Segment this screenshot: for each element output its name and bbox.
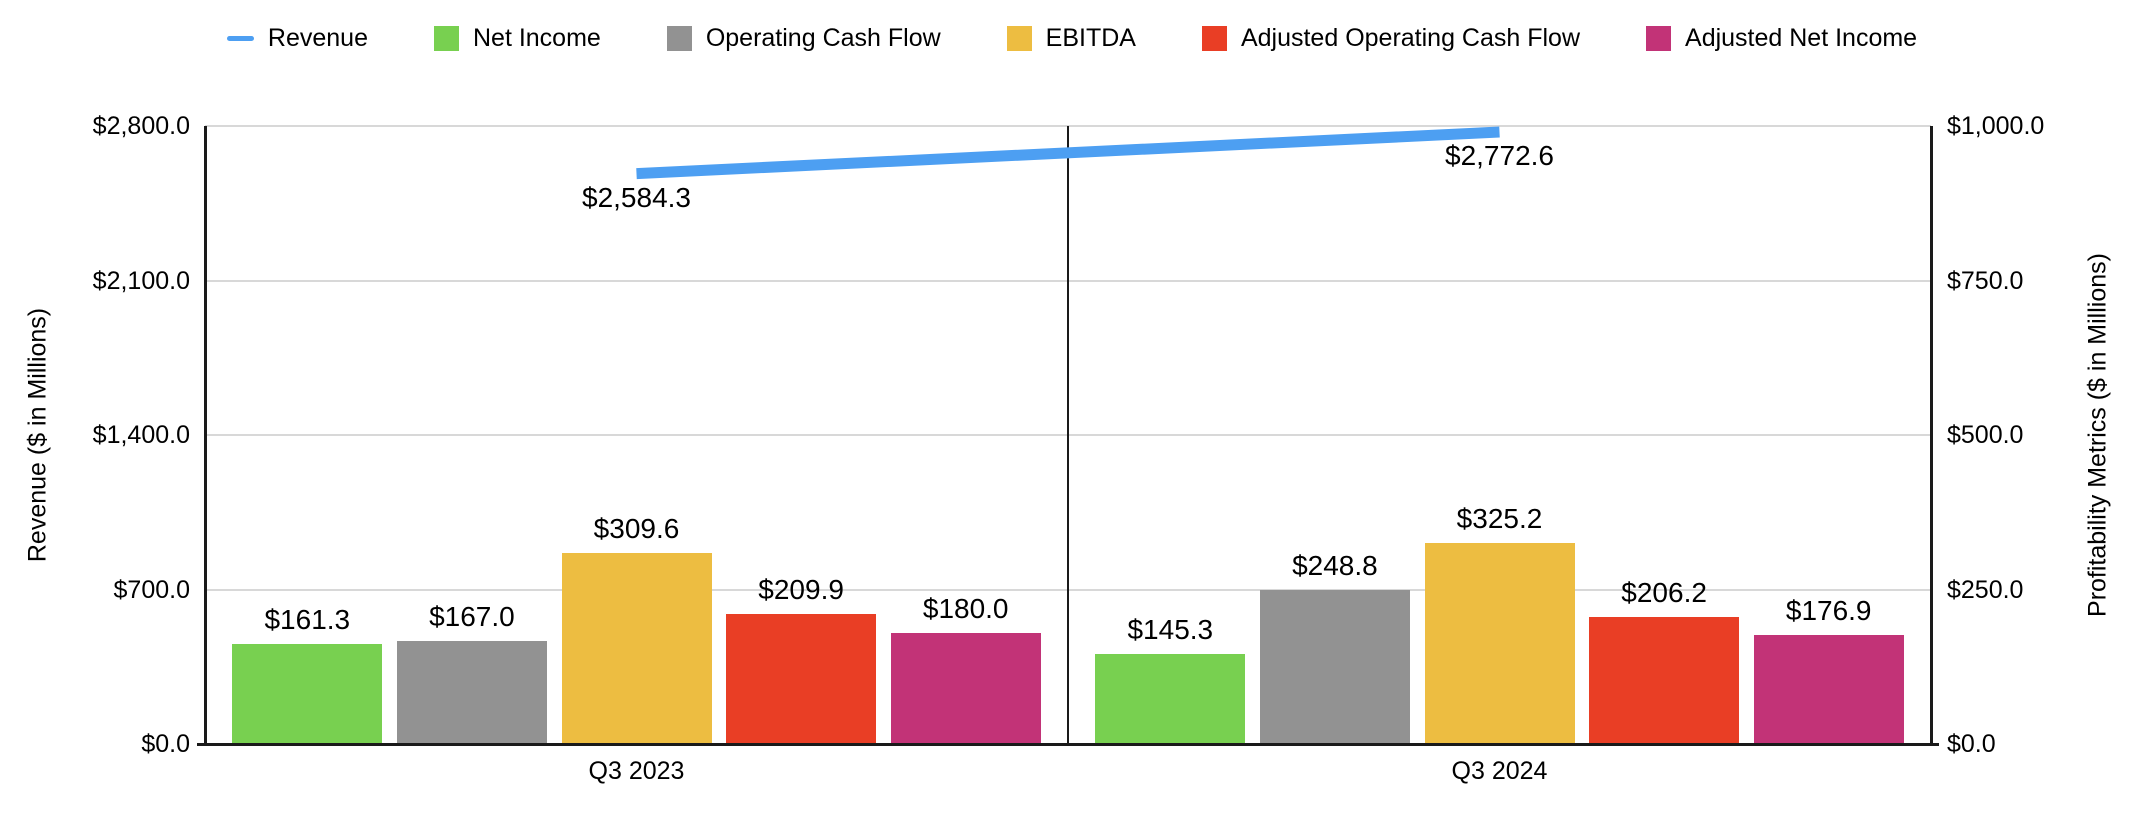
legend-color-swatch-icon: [433, 25, 459, 51]
bar-value-label: $180.0: [922, 592, 1009, 624]
axis-tick-label: $0.0: [1947, 730, 1996, 758]
legend-color-swatch-icon: [666, 25, 692, 51]
category-label: Q3 2023: [588, 757, 685, 785]
bar-operating-cash-flow: [1259, 590, 1410, 744]
bar-value-label: $167.0: [429, 600, 515, 632]
axis-tick-label: $2,800.0: [92, 112, 190, 140]
bar-adjusted-operating-cash-flow: [726, 614, 877, 744]
bar-value-label: $325.2: [1456, 503, 1543, 535]
legend-item-adjusted-net-income: Adjusted Net Income: [1646, 23, 1918, 52]
legend-label: Adjusted Operating Cash Flow: [1240, 23, 1581, 52]
axis-tick-label: $700.0: [113, 575, 190, 604]
legend-color-swatch-icon: [1201, 25, 1227, 51]
right-axis-title: Profitability Metrics ($ in Millions): [2083, 253, 2112, 617]
category-label: Q3 2024: [1451, 757, 1548, 785]
legend-line-swatch-icon: [226, 35, 254, 41]
right-axis-line: [1930, 126, 1933, 744]
bar-net-income: [232, 644, 383, 744]
x-axis-line: [197, 743, 1939, 746]
legend-label: Adjusted Net Income: [1685, 23, 1918, 52]
chart-legend: Revenue Net Income Operating Cash Flow EBIT…: [0, 18, 2144, 58]
legend-item-operating-cash-flow: Operating Cash Flow: [666, 23, 941, 52]
legend-item-net-income: Net Income: [433, 23, 601, 52]
legend-color-swatch-icon: [1646, 25, 1672, 51]
axis-tick-label: $1,400.0: [92, 421, 190, 449]
legend-item-ebitda: EBITDA: [1006, 23, 1136, 52]
bar-value-label: $248.8: [1292, 550, 1378, 582]
bar-value-label: $209.9: [758, 574, 844, 606]
category-divider-line: [1067, 126, 1069, 744]
axis-tick-label: $500.0: [1947, 421, 2024, 449]
bar-ebitda: [561, 552, 712, 744]
legend-label: EBITDA: [1045, 23, 1136, 52]
bar-value-label: $309.6: [593, 512, 680, 544]
bar-net-income: [1095, 654, 1246, 744]
legend-label: Revenue: [267, 23, 368, 52]
axis-tick-label: $750.0: [1947, 266, 2024, 295]
bar-ebitda: [1424, 543, 1575, 744]
axis-tick-label: $0.0: [141, 730, 190, 758]
plot-area: [197, 125, 1939, 746]
legend-item-revenue: Revenue: [226, 23, 368, 52]
legend-item-adjusted-operating-cash-flow: Adjusted Operating Cash Flow: [1201, 23, 1581, 52]
left-axis-title: Revenue ($ in Millions): [23, 307, 52, 563]
legend-color-swatch-icon: [1006, 25, 1032, 51]
bar-value-label: $161.3: [264, 604, 351, 636]
bar-adjusted-net-income: [1753, 634, 1904, 744]
axis-tick-label: $2,100.0: [92, 266, 190, 295]
bar-operating-cash-flow: [396, 640, 547, 744]
bar-value-label: $176.9: [1785, 594, 1872, 626]
revenue-value-label: $2,584.3: [582, 181, 691, 213]
revenue-value-label: $2,772.6: [1445, 140, 1554, 172]
legend-label: Operating Cash Flow: [705, 23, 941, 52]
left-axis-line: [204, 126, 207, 744]
bar-adjusted-net-income: [890, 632, 1041, 744]
legend-label: Net Income: [472, 23, 601, 52]
bar-value-label: $206.2: [1621, 576, 1707, 608]
axis-tick-label: $1,000.0: [1947, 112, 2045, 140]
axis-tick-label: $250.0: [1947, 575, 2024, 604]
bar-adjusted-operating-cash-flow: [1589, 616, 1740, 744]
bar-value-label: $145.3: [1127, 614, 1214, 646]
